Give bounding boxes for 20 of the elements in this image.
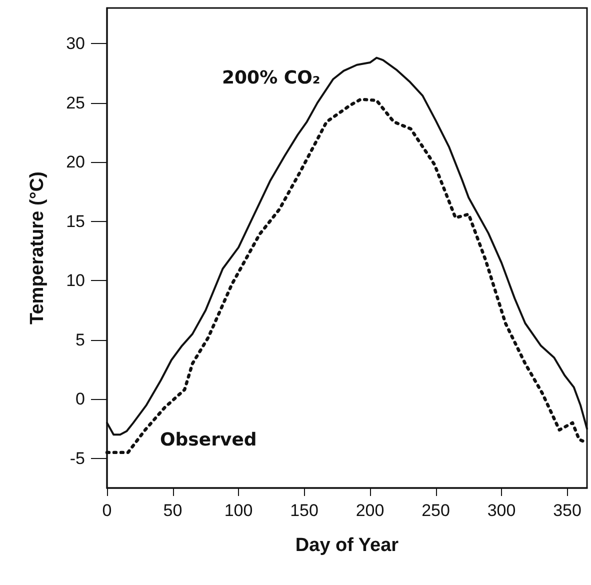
x-axis-title: Day of Year (295, 535, 400, 556)
x-tick-label: 0 (102, 501, 112, 520)
x-tick-label: 350 (553, 501, 582, 520)
x-tick-label: 50 (163, 501, 182, 520)
x-tick-label: 100 (224, 501, 253, 520)
y-tick-label: 10 (66, 271, 85, 290)
series-label: 200% CO₂ (222, 68, 320, 88)
y-tick-label: 15 (66, 212, 85, 231)
y-tick-label: 20 (66, 152, 85, 172)
y-tick-label: -5 (70, 448, 85, 468)
y-tick-label: 30 (66, 34, 85, 54)
x-tick-label: 150 (290, 501, 318, 520)
y-tick-label: 0 (76, 390, 85, 409)
series-label: Observed (160, 430, 257, 450)
y-tick-label: 5 (76, 330, 85, 350)
y-tick-label: 25 (66, 93, 85, 112)
x-tick-label: 300 (487, 501, 516, 520)
x-tick-label: 200 (356, 501, 384, 520)
y-axis-title: Temperature (°C) (27, 172, 48, 324)
x-tick-label: 250 (422, 501, 450, 520)
